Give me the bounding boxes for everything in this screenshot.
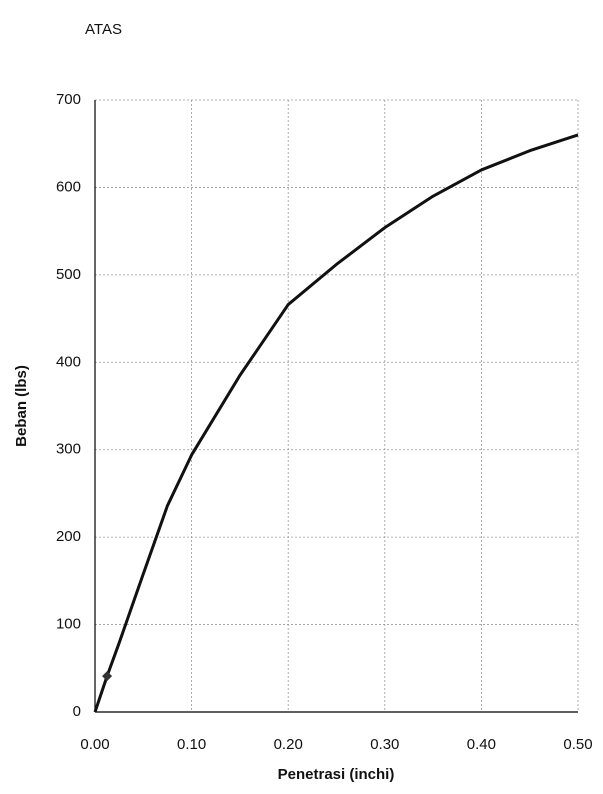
y-tick-label: 100 — [56, 616, 81, 633]
x-tick-label: 0.20 — [274, 736, 303, 753]
y-tick-label: 300 — [56, 441, 81, 458]
data-marker — [102, 671, 113, 682]
x-tick-label: 0.10 — [177, 736, 206, 753]
y-tick-label: 200 — [56, 528, 81, 545]
y-tick-label: 500 — [56, 266, 81, 283]
y-tick-label: 600 — [56, 178, 81, 195]
y-tick-label: 0 — [73, 703, 81, 720]
x-tick-label: 0.50 — [563, 736, 592, 753]
data-line — [93, 133, 579, 713]
x-tick-label: 0.40 — [467, 736, 496, 753]
y-tick-label: 400 — [56, 353, 81, 370]
y-axis-label: Beban (lbs) — [13, 365, 30, 447]
y-tick-label: 700 — [56, 91, 81, 108]
x-tick-label: 0.30 — [370, 736, 399, 753]
x-tick-label: 0.00 — [80, 736, 109, 753]
x-axis-label: Penetrasi (inchi) — [278, 766, 395, 783]
chart-title: ATAS — [85, 21, 122, 38]
